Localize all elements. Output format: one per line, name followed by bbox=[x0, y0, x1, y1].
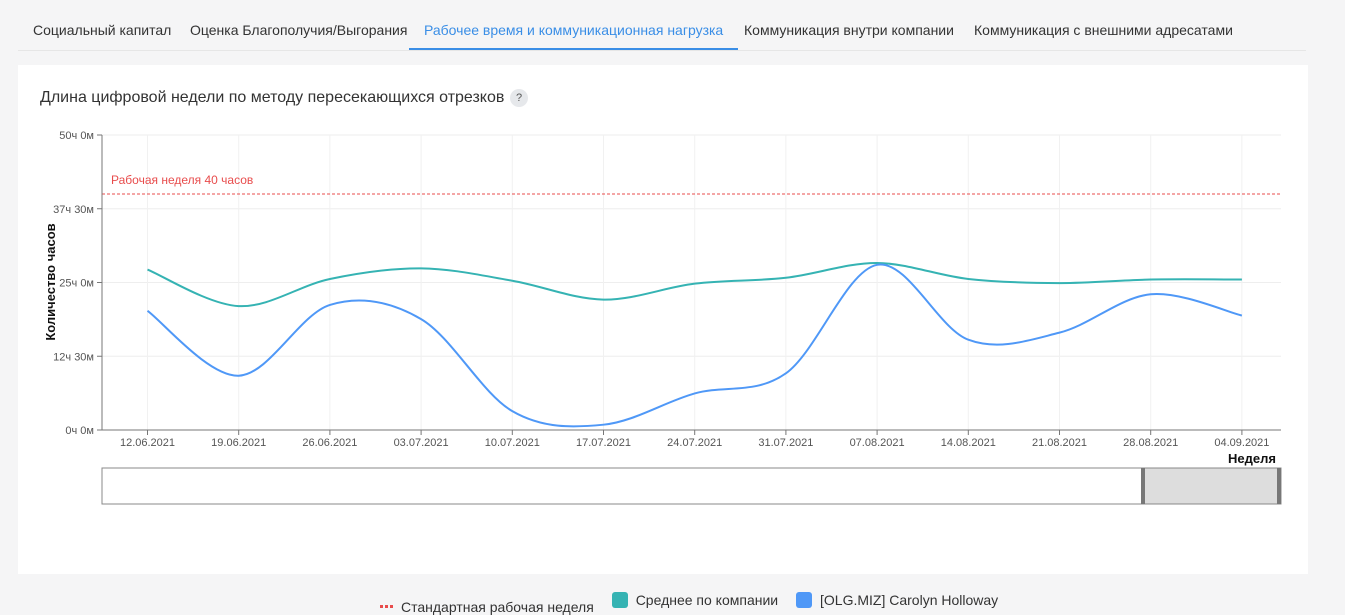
chart-title: Длина цифровой недели по методу пересека… bbox=[40, 89, 505, 106]
x-tick-label: 14.08.2021 bbox=[941, 437, 996, 449]
tab-internal-communication[interactable]: Коммуникация внутри компании bbox=[744, 22, 954, 38]
chart-card: Длина цифровой недели по методу пересека… bbox=[18, 65, 1308, 615]
color-swatch-icon bbox=[796, 592, 813, 608]
x-tick-label: 28.08.2021 bbox=[1123, 437, 1178, 449]
x-tick-label: 10.07.2021 bbox=[485, 437, 540, 449]
company-average-line bbox=[147, 262, 1242, 308]
tab-social-capital[interactable]: Социальный капитал bbox=[33, 22, 172, 38]
legend-label: Среднее по компании bbox=[635, 592, 779, 608]
navigator-left-handle[interactable] bbox=[1141, 468, 1145, 504]
legend-item-standard[interactable]: Стандартная рабочая неделя bbox=[380, 599, 594, 615]
x-tick-label: 17.07.2021 bbox=[576, 437, 631, 449]
reference-line-group: Рабочая неделя 40 часов bbox=[102, 173, 1281, 195]
chart-legend: Стандартная рабочая неделя Среднее по ко… bbox=[380, 592, 1012, 615]
navigator-selection[interactable] bbox=[1141, 467, 1281, 505]
tab-wellbeing[interactable]: Оценка Благополучия/Выгорания bbox=[190, 22, 408, 38]
navigator-right-handle[interactable] bbox=[1277, 468, 1281, 504]
legend-item-company[interactable]: Среднее по компании bbox=[611, 592, 779, 608]
employee-line bbox=[146, 263, 1243, 428]
y-tick-label: 12ч 30м bbox=[53, 351, 94, 363]
help-icon[interactable]: ? bbox=[510, 89, 528, 107]
y-tick-label: 0ч 0м bbox=[65, 425, 94, 437]
navigator-track bbox=[101, 467, 1282, 505]
y-tick-label: 50ч 0м bbox=[59, 130, 94, 142]
y-tick-label: 37ч 30м bbox=[53, 204, 94, 216]
y-tick-labels: 0ч 0м 12ч 30м 25ч 0м 37ч 30м 50ч 0м bbox=[53, 130, 94, 437]
line-chart: Рабочая неделя 40 часов 0ч 0м 12ч 30м 25ч … bbox=[43, 130, 1282, 505]
axes bbox=[97, 134, 1281, 435]
x-axis-label: Неделя bbox=[1228, 451, 1276, 466]
color-swatch-icon bbox=[611, 592, 628, 608]
x-tick-label: 21.08.2021 bbox=[1032, 437, 1087, 449]
legend-item-person[interactable]: [OLG.MIZ] Carolyn Holloway bbox=[796, 592, 998, 608]
reference-line-label: Рабочая неделя 40 часов bbox=[111, 173, 253, 187]
y-tick-label: 25ч 0м bbox=[59, 278, 94, 290]
x-tick-label: 26.06.2021 bbox=[302, 437, 357, 449]
x-tick-label: 07.08.2021 bbox=[850, 437, 905, 449]
y-axis-label: Количество часов bbox=[43, 223, 58, 340]
legend-label: Стандартная рабочая неделя bbox=[401, 598, 594, 615]
tab-work-time[interactable]: Рабочее время и коммуникационная нагрузк… bbox=[409, 0, 739, 50]
x-tick-label: 04.09.2021 bbox=[1214, 437, 1269, 449]
x-tick-label: 03.07.2021 bbox=[394, 437, 449, 449]
legend-label: [OLG.MIZ] Carolyn Holloway bbox=[820, 592, 999, 608]
series-lines bbox=[146, 262, 1243, 428]
x-tick-labels: 12.06.2021 19.06.2021 26.06.2021 03.07.2021… bbox=[120, 437, 1269, 449]
x-tick-label: 12.06.2021 bbox=[120, 437, 175, 449]
x-tick-label: 19.06.2021 bbox=[211, 437, 266, 449]
tab-external-communication[interactable]: Коммуникация с внешними адресатами bbox=[974, 22, 1233, 38]
tab-bar: Социальный капитал Оценка Благополучия/В… bbox=[18, 0, 1306, 51]
range-navigator[interactable] bbox=[101, 467, 1282, 505]
dotted-line-icon bbox=[380, 605, 393, 608]
x-tick-label: 31.07.2021 bbox=[758, 437, 813, 449]
x-tick-label: 24.07.2021 bbox=[667, 437, 722, 449]
